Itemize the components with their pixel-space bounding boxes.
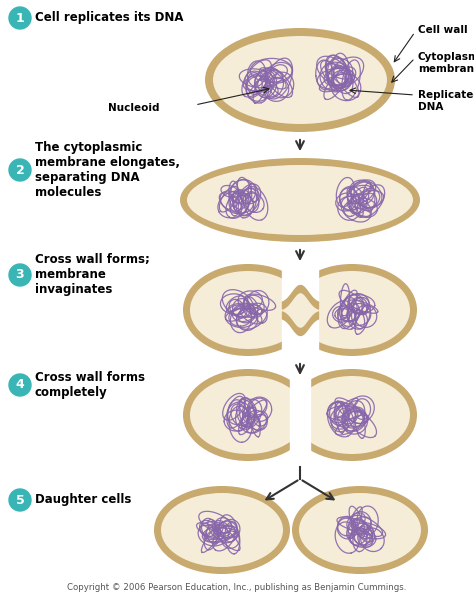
Text: 2: 2 — [16, 163, 24, 176]
Text: Cross wall forms
completely: Cross wall forms completely — [35, 371, 145, 399]
Ellipse shape — [183, 369, 313, 461]
Circle shape — [9, 7, 31, 29]
Circle shape — [9, 374, 31, 396]
Ellipse shape — [294, 376, 410, 454]
Text: 3: 3 — [16, 269, 24, 282]
Text: Daughter cells: Daughter cells — [35, 493, 131, 507]
Ellipse shape — [187, 165, 413, 235]
Text: Cell wall: Cell wall — [418, 25, 468, 35]
Ellipse shape — [190, 271, 306, 349]
Ellipse shape — [190, 376, 306, 454]
Text: 4: 4 — [16, 379, 24, 392]
Text: Nucleoid: Nucleoid — [109, 103, 160, 113]
Ellipse shape — [292, 486, 428, 574]
Text: Cytoplasmic
membrane: Cytoplasmic membrane — [418, 52, 474, 74]
Circle shape — [9, 159, 31, 181]
Ellipse shape — [294, 271, 410, 349]
Circle shape — [9, 489, 31, 511]
Ellipse shape — [213, 36, 387, 124]
Ellipse shape — [161, 493, 283, 567]
Text: 1: 1 — [16, 11, 24, 25]
Text: 5: 5 — [16, 493, 24, 507]
Text: The cytoplasmic
membrane elongates,
separating DNA
molecules: The cytoplasmic membrane elongates, sepa… — [35, 141, 180, 199]
Text: Cross wall forms;
membrane
invaginates: Cross wall forms; membrane invaginates — [35, 254, 150, 297]
Ellipse shape — [287, 264, 417, 356]
Text: Cell replicates its DNA: Cell replicates its DNA — [35, 11, 183, 25]
Ellipse shape — [154, 486, 290, 574]
Ellipse shape — [287, 369, 417, 461]
Ellipse shape — [183, 264, 313, 356]
Ellipse shape — [299, 493, 421, 567]
Ellipse shape — [205, 28, 395, 132]
Circle shape — [9, 264, 31, 286]
Text: Replicated
DNA: Replicated DNA — [418, 90, 474, 112]
Ellipse shape — [180, 158, 420, 242]
Text: Copyright © 2006 Pearson Education, Inc., publishing as Benjamin Cummings.: Copyright © 2006 Pearson Education, Inc.… — [67, 584, 407, 593]
